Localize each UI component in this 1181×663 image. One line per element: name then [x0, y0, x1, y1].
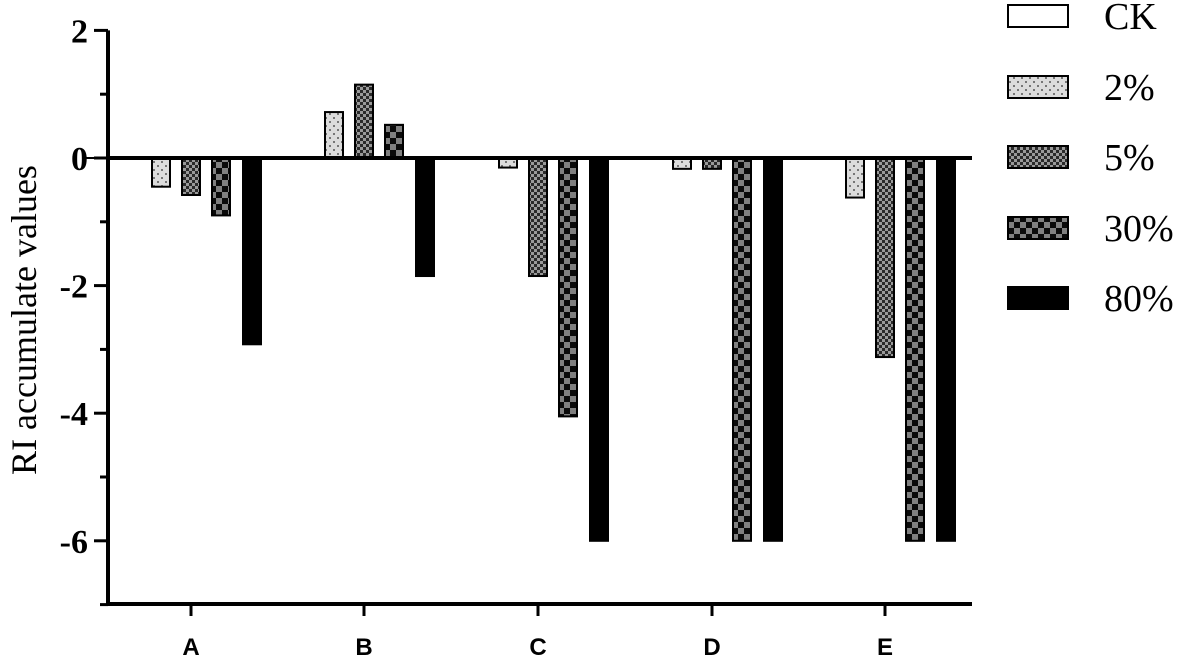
x-tick-label-e: E	[877, 634, 893, 661]
legend-swatch-2pct	[1007, 75, 1069, 99]
legend: CK 2% 5% 30% 80%	[1007, 0, 1174, 320]
bar-e-80pct	[936, 157, 956, 542]
legend-swatch-ck	[1007, 4, 1069, 28]
legend-swatch-5pct	[1007, 145, 1069, 169]
x-tick-label-a: A	[182, 634, 199, 661]
y-tick-label: -6	[60, 524, 88, 561]
x-tick-label-b: B	[355, 634, 372, 661]
bars-layer	[84, 83, 956, 542]
bar-e-30pct	[905, 157, 925, 542]
bar-c-80pct	[589, 157, 609, 542]
bar-d-30pct	[732, 157, 752, 542]
legend-label-30pct: 30%	[1104, 208, 1174, 250]
y-tick-label: 0	[71, 141, 88, 178]
x-tick-label-c: C	[529, 634, 546, 661]
bar-a-30pct	[211, 157, 231, 217]
bar-b-30pct	[384, 123, 404, 159]
bar-e-2pct	[845, 157, 865, 199]
bar-a-2pct	[151, 157, 171, 188]
bar-a-80pct	[242, 157, 262, 346]
bar-b-2pct	[324, 111, 344, 160]
x-tick-label-d: D	[703, 634, 720, 661]
y-tick-label: 2	[71, 13, 88, 50]
legend-swatch-80pct	[1007, 286, 1069, 310]
legend-label-2pct: 2%	[1104, 67, 1155, 109]
bar-c-30pct	[558, 157, 578, 418]
axes-layer: 2 0 -2 -4 -6 A B C D E	[60, 13, 972, 661]
legend-swatch-30pct	[1007, 216, 1069, 240]
legend-label-ck: CK	[1104, 0, 1157, 38]
bar-c-5pct	[528, 157, 548, 278]
bar-b-80pct	[415, 157, 435, 278]
bar-e-5pct	[875, 157, 895, 359]
legend-label-80pct: 80%	[1104, 278, 1174, 320]
y-tick-label: -4	[60, 396, 88, 433]
y-axis-title: RI accumulate values	[4, 165, 44, 475]
bar-d-80pct	[763, 157, 783, 542]
y-tick-label: -2	[60, 269, 88, 306]
legend-label-5pct: 5%	[1104, 137, 1155, 179]
bar-a-5pct	[181, 157, 201, 197]
bar-b-5pct	[354, 83, 374, 159]
